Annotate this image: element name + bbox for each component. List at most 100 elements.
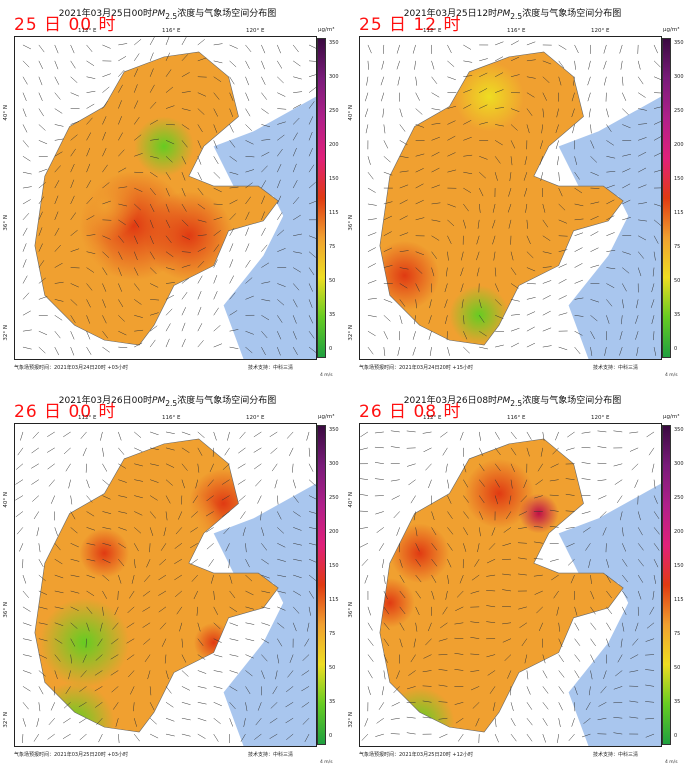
wind-arrow bbox=[149, 219, 154, 229]
wind-arrow bbox=[581, 447, 591, 449]
wind-arrow bbox=[213, 622, 221, 630]
wind-arrow bbox=[558, 278, 567, 284]
wind-arrow bbox=[54, 262, 63, 268]
wind-arrow bbox=[308, 558, 316, 563]
wind-arrow bbox=[478, 527, 481, 537]
wind-arrow bbox=[495, 315, 504, 319]
wind-arrow bbox=[86, 60, 95, 66]
wind-arrow bbox=[86, 180, 92, 189]
wind-arrow bbox=[304, 638, 310, 647]
wind-arrow bbox=[399, 199, 408, 205]
wind-arrow bbox=[494, 479, 500, 488]
wind-arrow bbox=[38, 227, 43, 236]
lon-tick: 116° E bbox=[162, 28, 181, 34]
pm25-hotspot bbox=[464, 458, 534, 529]
wind-arrow bbox=[495, 344, 504, 348]
wind-arrow bbox=[571, 92, 575, 102]
wind-arrow bbox=[638, 151, 647, 157]
wind-arrow bbox=[253, 431, 262, 438]
wind-arrow bbox=[558, 312, 568, 316]
wind-arrow bbox=[606, 249, 616, 252]
wind-arrow bbox=[38, 60, 43, 70]
wind-arrow bbox=[94, 670, 103, 676]
wind-arrow bbox=[581, 462, 591, 464]
wind-arrow bbox=[164, 654, 167, 664]
wind-arrow bbox=[427, 622, 432, 632]
wind-arrow bbox=[558, 263, 567, 268]
wind-arrow bbox=[622, 76, 624, 86]
wind-arrow bbox=[653, 331, 655, 341]
wind-arrow bbox=[38, 654, 48, 659]
wind-arrow bbox=[221, 495, 230, 501]
wind-arrow bbox=[638, 123, 648, 125]
wind-arrow bbox=[149, 495, 158, 501]
wind-arrow bbox=[603, 76, 607, 86]
wind-arrow bbox=[79, 686, 87, 692]
wind-arrow bbox=[447, 479, 450, 489]
wind-arrow bbox=[261, 108, 269, 114]
wind-arrow bbox=[257, 495, 262, 504]
wind-arrow bbox=[574, 622, 580, 631]
wind-arrow bbox=[590, 247, 599, 252]
wind-arrow bbox=[629, 670, 639, 673]
wind-arrow bbox=[502, 638, 512, 643]
wind-arrow bbox=[415, 108, 423, 115]
wind-arrow bbox=[261, 299, 271, 302]
wind-arrow bbox=[261, 527, 265, 537]
wind-arrow bbox=[407, 463, 416, 467]
wind-arrow bbox=[431, 219, 441, 222]
wind-arrow bbox=[134, 283, 140, 291]
wind-arrow bbox=[526, 41, 536, 46]
wind-arrow bbox=[229, 243, 234, 252]
wind-arrow bbox=[70, 527, 78, 534]
wind-arrow bbox=[447, 105, 457, 109]
wind-arrow bbox=[134, 39, 142, 46]
wind-arrow bbox=[22, 346, 32, 350]
wind-arrow bbox=[542, 203, 546, 213]
wind-arrow bbox=[118, 149, 125, 157]
wind-arrow bbox=[293, 511, 301, 517]
wind-arrow bbox=[22, 654, 32, 657]
wind-arrow bbox=[442, 606, 448, 615]
map-svg bbox=[364, 40, 661, 359]
colorbar-tick: 150 bbox=[674, 176, 684, 182]
wind-arrow bbox=[599, 511, 607, 518]
lon-tick: 120° E bbox=[591, 415, 610, 421]
wind-arrow bbox=[213, 325, 221, 332]
wind-arrow bbox=[213, 156, 219, 165]
wind-arrow bbox=[54, 299, 64, 302]
wind-arrow bbox=[606, 215, 615, 221]
wind-arrow bbox=[114, 606, 119, 616]
wind-arrow bbox=[277, 108, 287, 110]
wind-arrow bbox=[374, 446, 384, 449]
wind-arrow bbox=[495, 124, 504, 127]
wind-arrow bbox=[197, 92, 207, 97]
wind-arrow bbox=[552, 447, 559, 455]
wind-arrow bbox=[38, 686, 44, 695]
wind-arrow bbox=[653, 44, 658, 54]
wind-arrow bbox=[277, 195, 282, 205]
wind-arrow bbox=[99, 622, 103, 632]
wind-arrow bbox=[149, 251, 155, 260]
wind-arrow bbox=[478, 299, 482, 309]
wind-arrow bbox=[38, 543, 41, 553]
wind-arrow bbox=[31, 479, 39, 485]
colorbar-tick: 0 bbox=[674, 733, 678, 739]
wind-arrow bbox=[150, 447, 159, 450]
wind-arrow bbox=[308, 479, 316, 486]
wind-arrow bbox=[458, 733, 464, 742]
wind-arrow bbox=[510, 314, 520, 316]
wind-arrow bbox=[533, 526, 543, 528]
wind-arrow bbox=[213, 244, 220, 252]
wind-arrow bbox=[245, 156, 255, 158]
wind-arrow bbox=[163, 527, 167, 537]
wind-arrow bbox=[292, 463, 294, 473]
wind-arrow bbox=[165, 69, 172, 77]
wind-arrow bbox=[102, 101, 108, 109]
wind-arrow bbox=[54, 180, 60, 189]
wind-arrow bbox=[524, 156, 528, 166]
wind-arrow bbox=[229, 199, 238, 205]
wind-arrow bbox=[129, 590, 135, 599]
wind-arrow bbox=[78, 717, 87, 724]
wind-arrow bbox=[15, 479, 24, 485]
